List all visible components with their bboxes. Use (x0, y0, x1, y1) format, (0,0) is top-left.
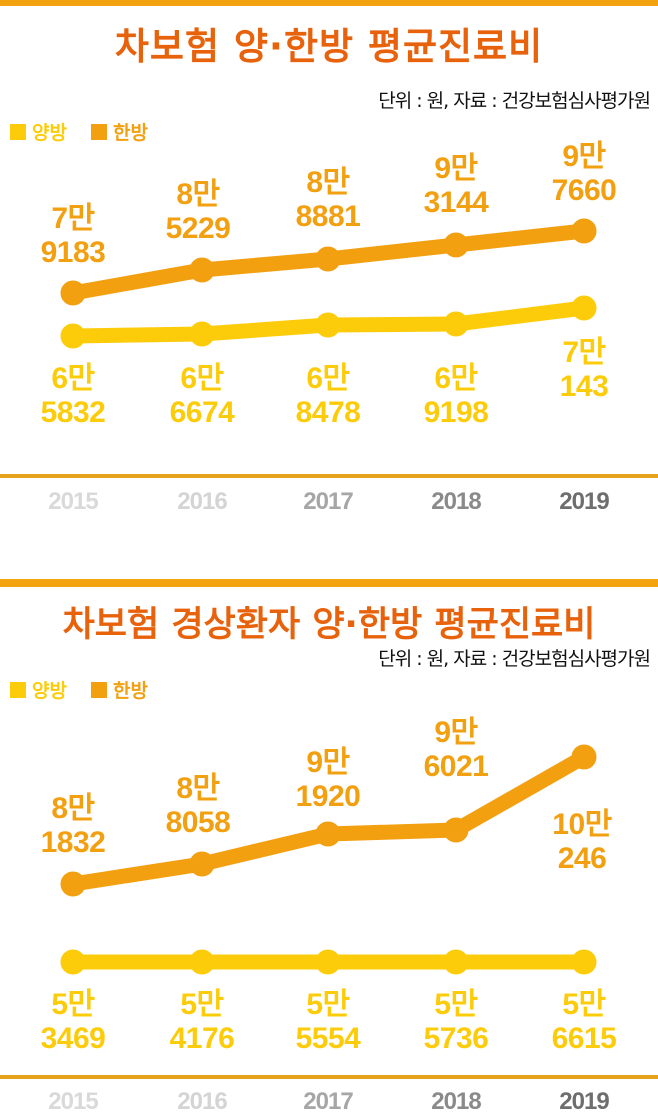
chart2-year-2016: 2016 (177, 1088, 227, 1115)
chart1-title: 차보험 양·한방 평균진료비 (114, 25, 544, 68)
legend-item-yangbang: 양방 (10, 676, 67, 703)
legend-item-hanbang: 한방 (90, 118, 148, 145)
chart2-yangbang-label-2019: 5만 6615 (551, 988, 617, 1055)
chart2-hanbang-label-2016: 8만 8058 (165, 772, 231, 839)
chart2-title: 차보험 경상환자 양·한방 평균진료비 (62, 605, 596, 645)
chart2-year-2018: 2018 (431, 1088, 481, 1115)
legend-swatch-yangbang (10, 681, 26, 698)
chart1-year-2017: 2017 (303, 488, 353, 515)
chart2-year-2017: 2017 (303, 1088, 353, 1115)
chart1-hanbang-label-2016: 8만 5229 (165, 178, 231, 245)
chart2-source: 단위 : 원, 자료 : 건강보험심사평가원 (378, 648, 651, 670)
chart1-yangbang-series (60, 295, 597, 349)
chart1-hanbang-series (60, 218, 597, 306)
chart1-year-2015: 2015 (48, 488, 98, 515)
chart2-hanbang-label-2018: 9만 6021 (423, 716, 489, 783)
chart2-year-2019: 2019 (559, 1088, 609, 1115)
chart2-yangbang-label-2016: 5만 4176 (169, 988, 235, 1055)
chart2-legend: 양방 한방 (10, 676, 166, 703)
legend-item-hanbang: 한방 (90, 676, 148, 703)
chart1-yangbang-label-2018: 6만 9198 (423, 362, 489, 429)
chart1-hanbang-label-2017: 8만 8881 (295, 166, 361, 233)
chart1-year-2016: 2016 (177, 488, 227, 515)
chart2-year-2015: 2015 (48, 1088, 98, 1115)
chart1-top-bar (0, 0, 658, 6)
legend-item-yangbang: 양방 (10, 118, 67, 145)
chart1-yangbang-label-2019: 7만 143 (559, 336, 609, 403)
legend-swatch-hanbang (90, 123, 107, 140)
legend-label-yangbang: 양방 (32, 680, 67, 702)
chart1-hanbang-label-2019: 9만 7660 (551, 140, 617, 207)
chart2-hanbang-label-2015: 8만 1832 (40, 792, 106, 859)
chart2-hanbang-label-2019: 10만 246 (552, 808, 612, 875)
chart1-legend: 양방 한방 (10, 118, 166, 145)
legend-label-hanbang: 한방 (112, 122, 148, 144)
chart2-hanbang-series (60, 744, 597, 897)
chart1-hanbang-label-2015: 7만 9183 (40, 202, 106, 269)
legend-swatch-hanbang (90, 681, 107, 698)
chart1-hanbang-label-2018: 9만 3144 (423, 152, 489, 219)
chart1-yangbang-label-2016: 6만 6674 (169, 362, 235, 429)
chart1-x-axis-labels: 2015 2016 2017 2018 2019 (0, 488, 658, 518)
chart1-source: 단위 : 원, 자료 : 건강보험심사평가원 (378, 90, 651, 112)
chart1-yangbang-label-2017: 6만 8478 (295, 362, 361, 429)
chart1-year-2019: 2019 (559, 488, 609, 515)
chart2-yangbang-label-2018: 5만 5736 (423, 988, 489, 1055)
legend-label-hanbang: 한방 (112, 680, 148, 702)
chart1-x-axis (0, 474, 658, 478)
chart2-yangbang-label-2017: 5만 5554 (295, 988, 361, 1055)
legend-label-yangbang: 양방 (32, 122, 67, 144)
chart1-year-2018: 2018 (431, 488, 481, 515)
chart2-top-bar (0, 579, 658, 587)
chart2-x-axis (0, 1075, 658, 1079)
chart2-hanbang-label-2017: 9만 1920 (295, 746, 361, 813)
chart1-yangbang-label-2015: 6만 5832 (40, 362, 106, 429)
legend-swatch-yangbang (10, 123, 26, 140)
chart2-x-axis-labels: 2015 2016 2017 2018 2019 (0, 1088, 658, 1118)
chart2-yangbang-label-2015: 5만 3469 (40, 988, 106, 1055)
chart2-yangbang-series (60, 949, 597, 975)
